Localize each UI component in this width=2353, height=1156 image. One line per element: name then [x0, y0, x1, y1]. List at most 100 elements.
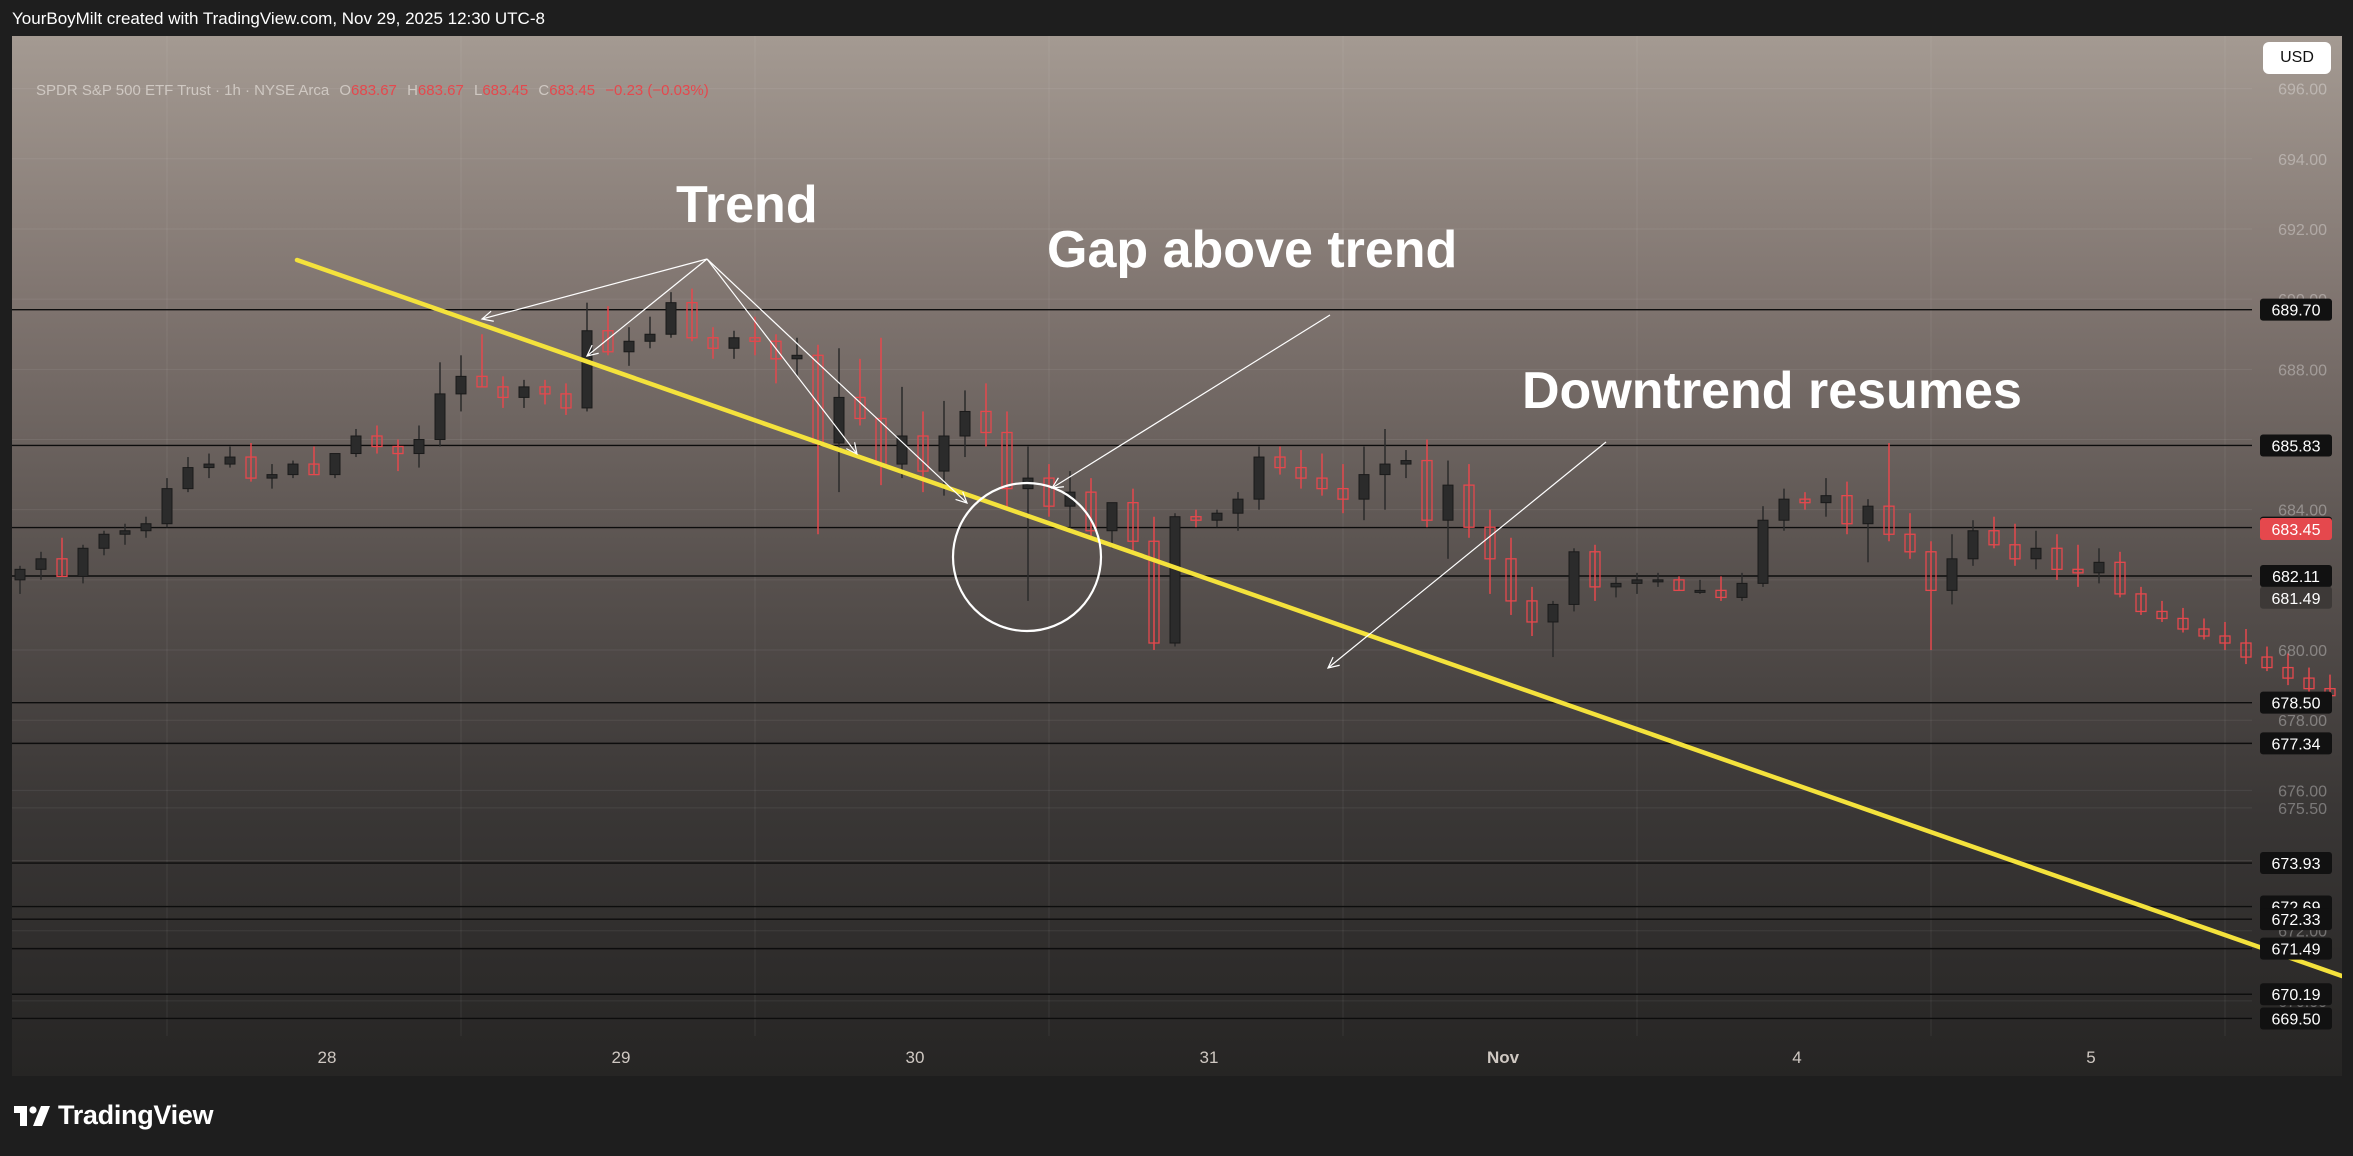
candle: [959, 390, 971, 458]
candle-body: [938, 435, 950, 472]
candle-body: [1967, 530, 1979, 560]
level-badge: 685.83: [2260, 434, 2332, 457]
candle: [140, 516, 152, 538]
candle: [749, 316, 761, 356]
time-tick-label: 30: [906, 1048, 925, 1067]
low-label: L: [473, 82, 483, 99]
low-value: 683.45: [482, 82, 529, 99]
level-badge: 678.50: [2260, 691, 2332, 714]
last-price-badge: 683.45: [2260, 517, 2332, 540]
candle-body: [2009, 544, 2021, 560]
candle-body: [1064, 491, 1076, 507]
annotation-label: Gap above trend: [1047, 221, 1457, 279]
level-badge-bg: [2260, 937, 2332, 960]
candle-body: [2198, 628, 2210, 637]
candle-body: [1547, 603, 1559, 623]
candle-body: [1190, 516, 1202, 521]
candle-body: [917, 435, 929, 472]
candle-body: [1778, 498, 1790, 521]
level-badge-text: 678.50: [2272, 696, 2321, 713]
candle: [2114, 551, 2126, 598]
candle: [1295, 450, 1307, 489]
candle: [77, 544, 89, 584]
candle: [371, 425, 383, 454]
candle-body: [1694, 589, 1706, 593]
candle-body: [1946, 558, 1958, 591]
candle: [1526, 586, 1538, 636]
time-tick-label: 28: [318, 1048, 337, 1067]
level-badge: 669.50: [2260, 1007, 2332, 1030]
candle-body: [2219, 635, 2231, 644]
price-chart[interactable]: Trend Gap above trend Downtrend resumes 69…: [12, 36, 2342, 1076]
candle-body: [1400, 460, 1412, 465]
candle: [476, 334, 488, 388]
tradingview-logo[interactable]: TradingView: [14, 1100, 214, 1131]
candle: [203, 453, 215, 479]
candle: [938, 400, 950, 496]
chart-area[interactable]: Trend Gap above trend Downtrend resumes 69…: [12, 36, 2342, 1076]
candle-body: [308, 463, 320, 476]
candle: [2093, 548, 2105, 584]
candle-body: [161, 488, 173, 525]
candle: [2198, 618, 2210, 640]
candle: [455, 355, 467, 412]
candle-body: [56, 558, 68, 578]
candle-body: [1589, 551, 1601, 588]
candle-body: [686, 302, 698, 339]
candle-body: [329, 453, 341, 476]
price-tick-label: 676.00: [2278, 783, 2327, 800]
candle-body: [602, 330, 614, 353]
candle-body: [98, 533, 110, 549]
candle-body: [644, 333, 656, 342]
candle: [980, 383, 992, 447]
candle-body: [1841, 494, 1853, 525]
candle-body: [1253, 456, 1265, 500]
candle: [1778, 488, 1790, 531]
candle-body: [1463, 484, 1475, 528]
level-badge-bg: [2260, 732, 2332, 755]
candle: [14, 565, 26, 594]
candle: [854, 358, 866, 426]
candle: [2177, 607, 2189, 633]
candle-body: [1883, 505, 1895, 535]
candle: [1505, 537, 1517, 615]
annotation-label: Downtrend resumes: [1522, 362, 2022, 420]
candle: [518, 379, 530, 408]
candle: [2240, 628, 2252, 665]
candle-body: [1358, 474, 1370, 500]
candle-body: [1862, 505, 1874, 525]
candle-body: [2114, 561, 2126, 595]
candle-body: [1610, 582, 1622, 588]
candle-body: [2261, 656, 2273, 669]
candle-body: [959, 410, 971, 437]
candle: [1610, 576, 1622, 598]
currency-button[interactable]: USD: [2263, 42, 2331, 74]
candle: [2303, 667, 2315, 693]
candle-body: [2030, 547, 2042, 560]
candle-body: [224, 456, 236, 465]
candle-body: [371, 435, 383, 448]
candle: [1169, 513, 1181, 647]
annotation-arrowhead: [480, 310, 494, 322]
annotations-layer: Trend Gap above trend Downtrend resumes: [480, 176, 2022, 669]
candle: [1358, 446, 1370, 521]
candle-body: [35, 558, 47, 570]
candle-body: [203, 463, 215, 469]
level-badge-bg: [2260, 298, 2332, 321]
candle: [2072, 544, 2084, 587]
candle: [623, 327, 635, 366]
level-badge: 672.33: [2260, 908, 2332, 931]
candle-body: [497, 386, 509, 399]
candle-body: [1652, 579, 1664, 583]
candle: [1862, 499, 1874, 563]
candle-body: [1673, 579, 1685, 592]
top-bar: YourBoyMilt created with TradingView.com…: [0, 0, 2353, 38]
candle-body: [1421, 459, 1433, 521]
candle-body: [1106, 502, 1118, 532]
level-badge-bg: [2260, 565, 2332, 587]
candle: [1757, 506, 1769, 587]
candle-body: [560, 393, 572, 409]
level-badge-bg: [2260, 852, 2332, 875]
candle-body: [1904, 533, 1916, 553]
close-label: C: [538, 82, 550, 99]
